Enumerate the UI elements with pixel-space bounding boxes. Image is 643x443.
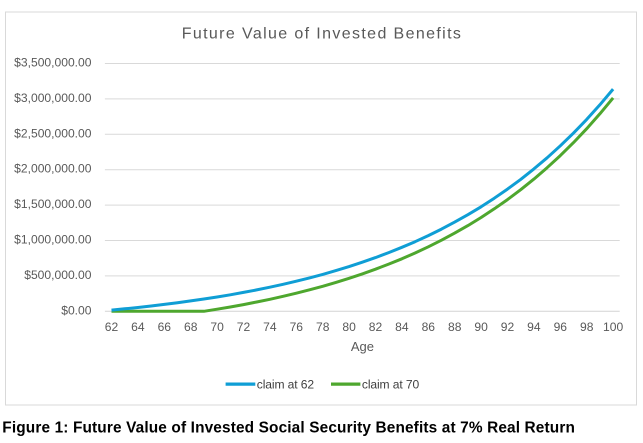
svg-text:claim at 62: claim at 62 (257, 378, 315, 392)
svg-text:94: 94 (527, 320, 541, 334)
svg-text:Age: Age (351, 339, 374, 354)
svg-text:$500,000.00: $500,000.00 (24, 268, 92, 282)
svg-text:100: 100 (603, 320, 623, 334)
svg-text:88: 88 (448, 320, 462, 334)
svg-text:70: 70 (210, 320, 224, 334)
svg-text:$0.00: $0.00 (61, 303, 92, 317)
svg-text:claim at 70: claim at 70 (362, 378, 420, 392)
svg-text:76: 76 (290, 320, 304, 334)
svg-text:$2,000,000.00: $2,000,000.00 (14, 162, 92, 176)
svg-text:80: 80 (342, 320, 356, 334)
svg-text:90: 90 (474, 320, 488, 334)
svg-text:82: 82 (369, 320, 383, 334)
svg-text:84: 84 (395, 320, 409, 334)
svg-text:72: 72 (237, 320, 251, 334)
svg-text:62: 62 (105, 320, 119, 334)
svg-text:$3,000,000.00: $3,000,000.00 (14, 91, 92, 105)
svg-text:64: 64 (131, 320, 145, 334)
svg-text:$2,500,000.00: $2,500,000.00 (14, 126, 92, 140)
svg-text:74: 74 (263, 320, 277, 334)
svg-text:$1,000,000.00: $1,000,000.00 (14, 233, 92, 247)
svg-text:68: 68 (184, 320, 198, 334)
svg-text:Future Value of Invested Benef: Future Value of Invested Benefits (182, 26, 463, 43)
svg-text:$3,500,000.00: $3,500,000.00 (14, 56, 92, 70)
svg-text:86: 86 (422, 320, 436, 334)
svg-text:98: 98 (580, 320, 594, 334)
svg-text:92: 92 (501, 320, 515, 334)
svg-text:66: 66 (158, 320, 172, 334)
svg-text:78: 78 (316, 320, 330, 334)
svg-text:$1,500,000.00: $1,500,000.00 (14, 197, 92, 211)
svg-text:Figure 1: Future Value of Inve: Figure 1: Future Value of Invested Socia… (2, 419, 575, 436)
svg-text:96: 96 (554, 320, 568, 334)
